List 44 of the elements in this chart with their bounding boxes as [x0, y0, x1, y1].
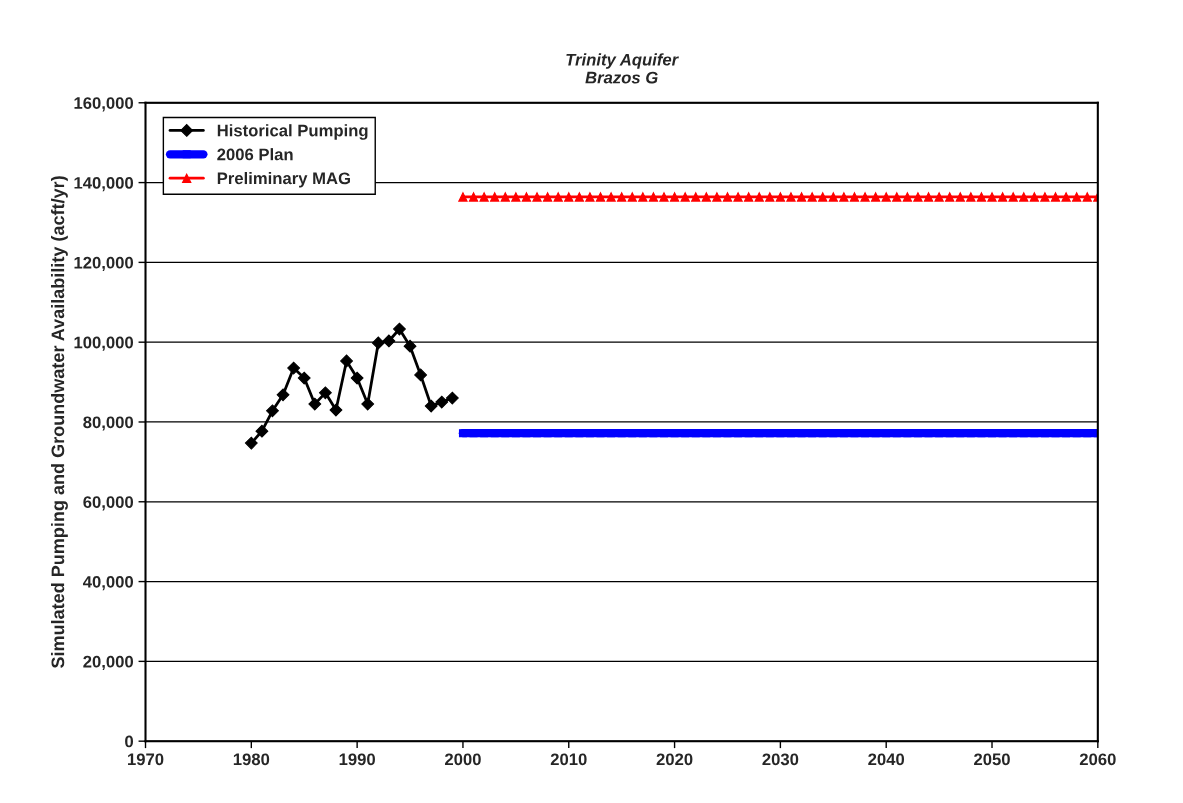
point: [329, 403, 343, 417]
point: [287, 361, 301, 375]
point: [350, 371, 364, 385]
point: [393, 322, 406, 336]
y-tick-label: 60,000: [83, 496, 134, 511]
y-tick-label: 40,000: [82, 575, 134, 591]
x-tick-label: 2060: [1079, 753, 1116, 766]
point: [255, 424, 269, 438]
point: [414, 368, 428, 382]
x-tick-label: 1980: [233, 753, 270, 766]
x-tick-label: 2010: [550, 753, 587, 766]
point: [244, 436, 258, 450]
y-axis-title: Simulated Pumping and Groundwater Availability (acft/yr): [51, 176, 68, 669]
point: [308, 397, 322, 411]
x-tick-label: 1990: [339, 753, 375, 766]
x-tick-label: 1970: [128, 753, 164, 766]
y-tick-label: 160,000: [74, 97, 134, 112]
y-tick-label: 0: [125, 735, 134, 748]
point: [340, 354, 353, 368]
point: [424, 399, 438, 413]
x-tick-label: 2040: [868, 753, 905, 766]
x-tick-label: 2050: [974, 753, 1010, 766]
point: [435, 395, 449, 409]
legend-label: 2006 Plan: [217, 148, 293, 161]
y-tick-label: 80,000: [83, 416, 134, 431]
point: [371, 336, 385, 350]
x-tick-label: 2030: [762, 753, 799, 766]
point: [382, 334, 396, 348]
point: [297, 371, 311, 385]
y-tick-label: 120,000: [74, 256, 134, 271]
legend-label: Preliminary MAG: [217, 171, 350, 188]
point: [276, 388, 290, 402]
point: [266, 404, 279, 418]
point: [361, 397, 375, 411]
y-tick-label: 20,000: [83, 655, 134, 670]
y-tick-label: 140,000: [74, 176, 134, 192]
chart-title: Trinity Aquifer Brazos G: [566, 53, 679, 84]
point: [445, 391, 459, 405]
legend-label: Historical Pumping: [217, 124, 368, 140]
y-tick-label: 100,000: [74, 336, 134, 351]
x-tick-label: 2000: [444, 753, 481, 766]
point: [403, 339, 417, 353]
x-tick-label: 2020: [656, 753, 693, 766]
point: [318, 386, 332, 400]
